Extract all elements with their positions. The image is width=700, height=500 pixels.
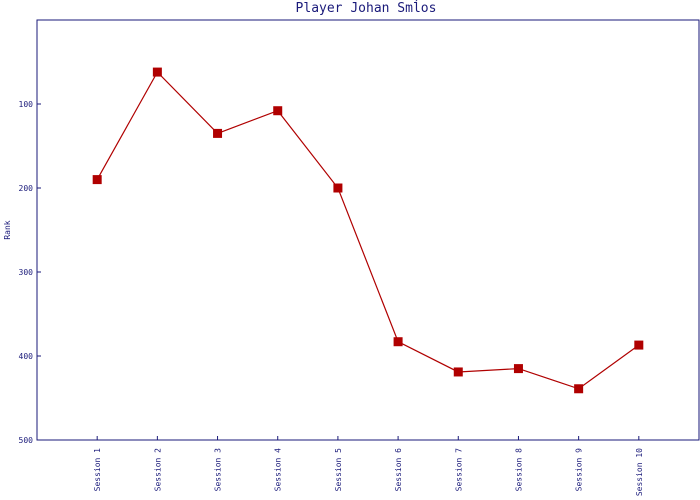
y-tick-label: 300 <box>19 268 34 277</box>
x-tick-label: Session 2 <box>153 448 162 492</box>
point-marker <box>574 384 584 394</box>
y-tick-label: 200 <box>19 184 34 193</box>
x-tick-label: Session 1 <box>93 448 102 492</box>
x-tick-label: Session 5 <box>334 448 343 492</box>
point-marker <box>333 183 343 193</box>
point-marker <box>213 128 223 138</box>
point-marker <box>393 337 403 347</box>
point-marker <box>92 175 102 185</box>
point-marker <box>152 67 162 77</box>
x-tick-label: Session 7 <box>454 448 463 492</box>
point-marker <box>513 364 523 374</box>
x-tick-label: Session 8 <box>514 448 523 492</box>
x-tick-label: Session 4 <box>274 448 283 492</box>
x-tick-label: Session 6 <box>394 448 403 492</box>
y-tick-label: 500 <box>19 436 34 445</box>
plot-frame <box>36 19 700 441</box>
x-tick-label: Session 9 <box>575 448 584 492</box>
series-line <box>96 71 640 390</box>
chart-title: Player Johan Smĺos <box>296 0 437 16</box>
y-tick-label: 100 <box>19 100 34 109</box>
y-axis-label: Rank <box>3 220 12 239</box>
point-marker <box>273 106 283 116</box>
y-tick-label: 400 <box>19 352 34 361</box>
x-tick-label: Session 3 <box>214 448 223 492</box>
point-marker <box>453 367 463 377</box>
x-tick-label: Session 10 <box>635 448 644 496</box>
point-marker <box>634 340 644 350</box>
